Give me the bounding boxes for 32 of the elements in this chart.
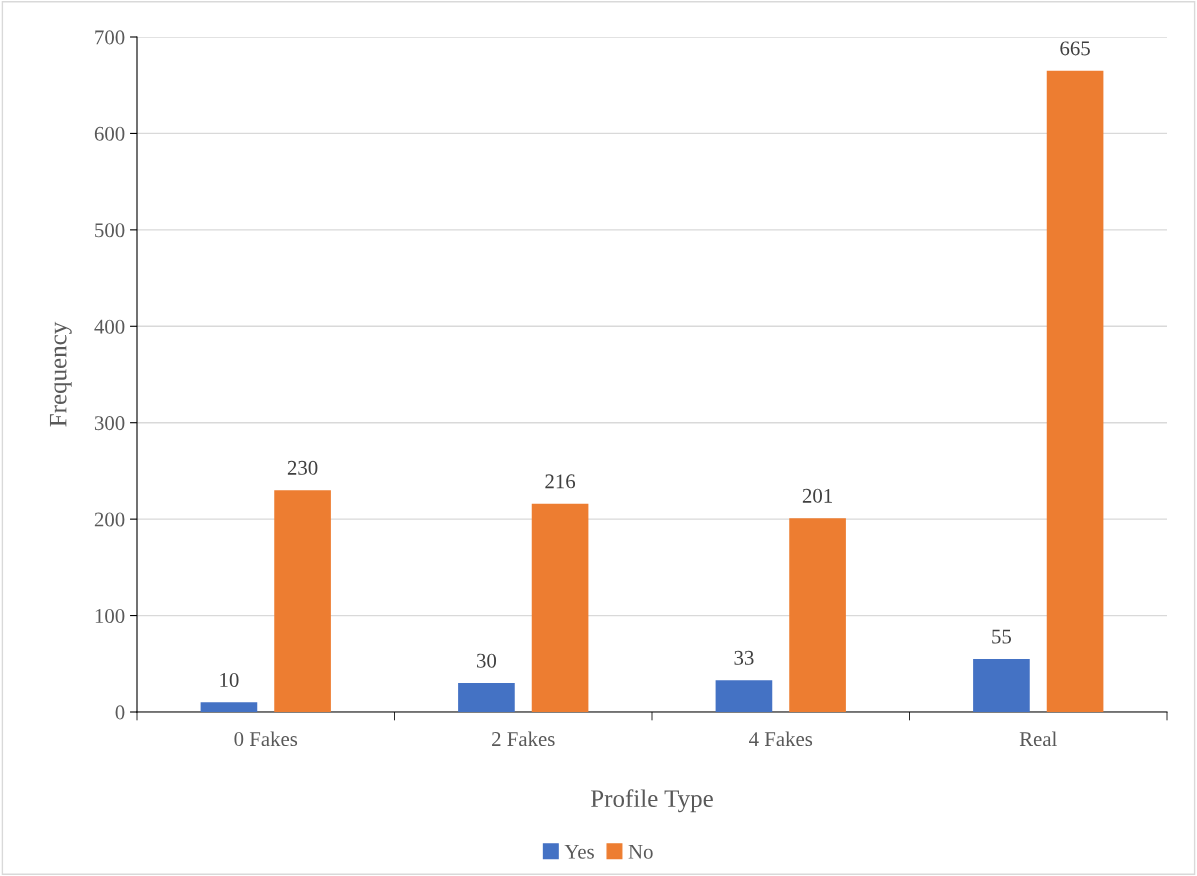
bar [200, 702, 258, 712]
x-tick-label: Real [1019, 731, 1057, 747]
bar [1046, 70, 1104, 712]
bar [531, 503, 589, 712]
y-tick-label: 400 [94, 319, 125, 334]
y-axis-title: Frequency [49, 321, 72, 427]
y-tick-label: 600 [94, 126, 125, 141]
data-label: 30 [477, 653, 497, 668]
x-tick-label: 0 Fakes [234, 731, 298, 747]
y-tick-label: 100 [95, 608, 125, 623]
data-label: 665 [1060, 41, 1090, 56]
legend-label: No [628, 844, 653, 859]
bar [274, 490, 331, 712]
y-tick-label: 700 [95, 30, 125, 45]
data-label: 10 [220, 672, 239, 688]
data-label: 33 [734, 650, 754, 665]
y-tick-label: 500 [95, 223, 125, 238]
bar [973, 658, 1030, 712]
bar [458, 683, 515, 712]
y-tick-label: 0 [115, 705, 125, 720]
y-tick-label: 200 [94, 512, 125, 527]
data-label: 230 [287, 460, 318, 475]
data-label: 55 [992, 629, 1012, 644]
legend-label: Yes [564, 844, 594, 859]
bar [715, 680, 773, 712]
x-tick-label: 4 Fakes [749, 731, 813, 747]
bar [789, 518, 846, 712]
data-label: 216 [545, 474, 576, 489]
data-label: 201 [802, 488, 832, 503]
x-tick-label: 2 Fakes [492, 731, 555, 747]
x-axis-title: Profile Type [590, 789, 713, 813]
y-tick-label: 300 [94, 416, 125, 431]
